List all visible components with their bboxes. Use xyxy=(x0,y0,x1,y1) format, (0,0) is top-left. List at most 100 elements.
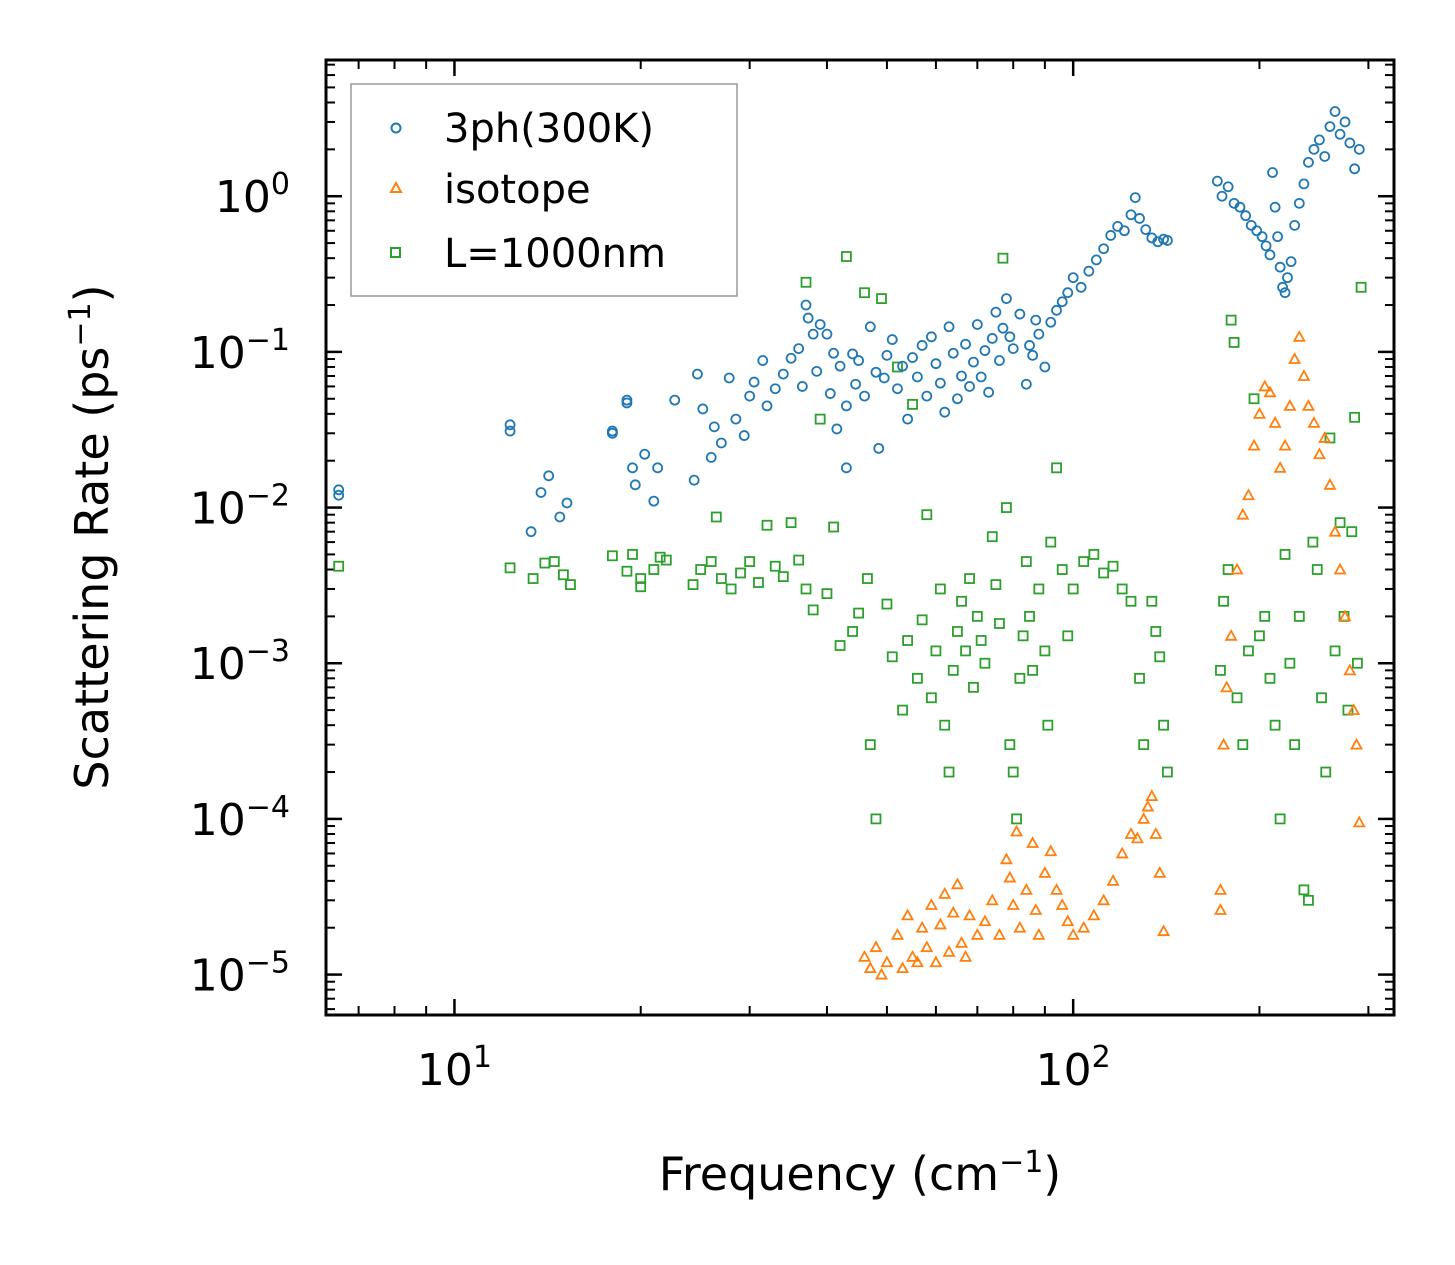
point-boundary xyxy=(753,577,764,588)
y-tick-exponent: −3 xyxy=(246,634,290,669)
series-1 xyxy=(857,329,1366,980)
point-3ph xyxy=(1339,116,1351,128)
point-3ph xyxy=(333,484,345,496)
point-3ph xyxy=(952,393,963,405)
point-isotope xyxy=(1220,680,1234,693)
x-tick-label: 102 xyxy=(1036,1040,1111,1096)
point-3ph xyxy=(761,400,773,412)
point-3ph xyxy=(878,372,890,384)
point-3ph xyxy=(994,355,1005,366)
point-isotope xyxy=(1292,329,1306,342)
point-boundary xyxy=(1134,672,1145,684)
point-boundary xyxy=(800,276,812,288)
point-isotope xyxy=(1026,836,1040,848)
point-isotope xyxy=(1061,914,1075,927)
point-3ph xyxy=(744,390,756,402)
point-boundary xyxy=(1027,664,1039,676)
point-isotope xyxy=(978,914,992,927)
point-3ph xyxy=(1277,281,1288,293)
point-boundary xyxy=(1243,645,1254,657)
point-3ph xyxy=(1313,134,1325,146)
point-3ph xyxy=(1075,281,1087,293)
point-isotope xyxy=(880,955,894,968)
point-3ph xyxy=(1098,243,1110,255)
point-isotope xyxy=(1124,827,1138,839)
point-3ph xyxy=(543,470,555,482)
x-tick-exponent: 1 xyxy=(473,1040,492,1075)
point-isotope xyxy=(933,917,947,930)
point-boundary xyxy=(527,573,539,584)
point-3ph xyxy=(1308,143,1320,155)
point-boundary xyxy=(902,635,914,646)
point-isotope xyxy=(954,935,969,948)
point-boundary xyxy=(1284,657,1296,669)
point-3ph xyxy=(1090,254,1102,266)
legend-label-boundary: L=1000nm xyxy=(444,231,666,277)
point-isotope xyxy=(1032,927,1046,940)
data-points xyxy=(333,106,1367,980)
point-isotope xyxy=(1010,824,1024,837)
point-3ph xyxy=(1125,209,1137,221)
point-3ph xyxy=(921,390,933,402)
x-axis-label: Frequency (cm−1) xyxy=(659,1145,1062,1201)
point-boundary xyxy=(1346,526,1358,538)
point-boundary xyxy=(606,550,618,562)
point-3ph xyxy=(1256,231,1268,243)
point-3ph xyxy=(669,394,681,406)
y-axis-label-end: ) xyxy=(65,284,119,302)
point-3ph xyxy=(1274,261,1286,273)
point-boundary xyxy=(1259,610,1271,622)
point-boundary xyxy=(897,704,908,716)
point-boundary xyxy=(828,521,839,533)
point-boundary xyxy=(1329,645,1341,657)
point-3ph xyxy=(911,371,923,383)
x-tick-label: 101 xyxy=(417,1040,492,1096)
point-isotope xyxy=(1288,352,1302,364)
point-boundary xyxy=(1311,564,1323,575)
legend-marker-3ph xyxy=(390,122,402,134)
point-3ph xyxy=(1134,213,1145,224)
point-isotope xyxy=(1019,883,1033,895)
y-tick-label: 10−4 xyxy=(190,790,290,846)
point-3ph xyxy=(802,312,814,324)
point-3ph xyxy=(939,406,951,418)
point-3ph xyxy=(535,487,547,498)
point-boundary xyxy=(1248,393,1260,405)
point-boundary xyxy=(1349,411,1361,423)
point-boundary xyxy=(1254,630,1265,642)
point-3ph xyxy=(1020,378,1032,390)
point-boundary xyxy=(504,562,516,574)
point-3ph xyxy=(840,400,852,412)
point-3ph xyxy=(1024,340,1035,351)
point-3ph xyxy=(853,355,865,366)
point-3ph xyxy=(554,511,566,523)
legend-label-3ph: 3ph(300K) xyxy=(444,106,654,152)
point-3ph xyxy=(648,495,660,507)
point-boundary xyxy=(1218,595,1229,607)
point-boundary xyxy=(956,595,967,607)
point-3ph xyxy=(897,360,908,372)
point-boundary xyxy=(1039,645,1051,657)
y-tick-exponent: −1 xyxy=(246,323,290,358)
point-3ph xyxy=(748,376,760,388)
point-isotope xyxy=(970,927,984,940)
point-isotope xyxy=(938,887,952,899)
point-boundary xyxy=(1298,884,1310,896)
point-boundary xyxy=(1334,517,1346,529)
point-3ph xyxy=(800,299,812,311)
point-3ph xyxy=(990,306,1002,318)
point-3ph xyxy=(943,321,955,333)
point-3ph xyxy=(1298,178,1310,190)
point-3ph xyxy=(960,338,971,350)
y-tick-label: 100 xyxy=(215,167,290,223)
point-isotope xyxy=(1145,789,1159,802)
point-boundary xyxy=(1225,314,1237,326)
point-3ph xyxy=(629,479,641,491)
point-3ph xyxy=(1272,231,1284,243)
point-boundary xyxy=(862,573,873,584)
point-boundary xyxy=(847,626,858,637)
point-3ph xyxy=(1289,219,1301,231)
point-boundary xyxy=(821,588,833,600)
point-3ph xyxy=(1129,192,1141,203)
